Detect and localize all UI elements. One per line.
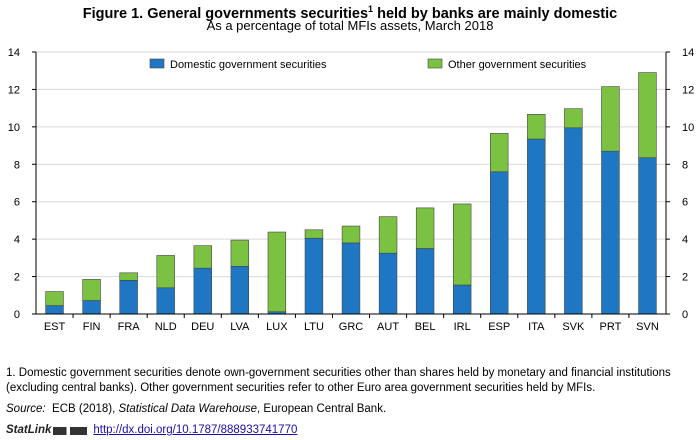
chart-subtitle: As a percentage of total MFIs assets, Ma… [206,18,494,33]
bar-domestic [564,127,583,315]
x-tick-label: DEU [191,321,214,330]
y-tick-label-right: 6 [682,197,688,209]
bar-other [601,86,620,152]
y-tick-label-right: 4 [682,234,688,246]
bar-domestic [601,150,620,315]
bar-domestic [45,305,64,315]
bar-domestic [82,300,101,315]
y-tick-label-right: 14 [682,47,694,59]
y-tick-label-right: 8 [682,159,688,171]
y-tick-label-right: 12 [682,84,694,96]
bar-other [156,255,175,289]
bar-domestic [193,267,212,315]
bar-other [341,225,361,244]
x-tick-label: SVN [636,321,659,330]
axes [32,51,670,318]
bar-other [82,279,101,301]
bar-other [564,108,583,129]
statlink-url-link[interactable]: http://dx.doi.org/10.1787/888933741770 [93,424,298,436]
bar-domestic [490,171,509,315]
legend-label-domestic: Domestic government securities [170,59,327,71]
x-tick-label: FIN [83,321,101,330]
bar-other [304,229,324,239]
y-axis-left-labels: 0 2 4 6 8 10 12 14 [8,47,20,321]
y-tick-label-right: 0 [682,309,688,321]
bar-domestic [304,237,324,315]
bar-other [267,231,287,313]
x-axis-labels: EST FIN FRA NLD DEU LVA LUX LTU GRC AUT BEL IRL ESP I… [44,321,659,330]
bar-other [230,239,250,267]
bar-domestic [119,280,138,315]
bar-domestic [638,157,657,315]
source-line: Source: ECB (2018), Statistical Data War… [6,403,387,415]
x-tick-label: AUT [377,321,399,330]
x-tick-label: LTU [304,321,324,330]
bar-other [415,207,435,249]
statlink: StatLink http://dx.doi.org/10.1787/88893… [6,423,297,438]
legend-swatch-other [427,58,443,69]
bar-domestic [452,284,472,315]
y-tick-label-left: 4 [14,234,20,246]
y-tick-label-right: 2 [682,272,688,284]
y-tick-label-left: 14 [8,47,20,59]
chart-legend: Domestic government securities Other gove… [149,58,587,71]
bar-other [193,245,212,269]
x-tick-label: LUX [266,321,288,330]
y-tick-label-left: 6 [14,197,20,209]
bar-other [45,291,64,306]
x-tick-label: ITA [528,321,545,330]
legend-label-other: Other government securities [448,59,587,71]
x-tick-label: IRL [454,321,471,330]
bar-domestic [378,252,398,315]
x-tick-label: NLD [155,321,177,330]
y-axis-right-labels: 0 2 4 6 8 10 12 14 [682,47,694,321]
chart-title: Figure 1. General governments securities… [82,4,618,22]
bar-other [527,114,546,140]
bar-domestic [415,248,435,315]
x-tick-label: FRA [118,321,141,330]
bar-other [452,203,472,286]
bar-domestic [341,242,361,315]
y-tick-label-left: 10 [8,122,20,134]
bar-domestic [527,138,546,315]
stacked-bar-chart: 0 2 4 6 8 10 12 14 0 2 4 6 8 10 12 14 EST FIN FRA NLD DEU L… [8,47,695,330]
bar-other [490,133,509,173]
statlink-barcode-icon [53,426,88,435]
x-tick-label: LVA [230,321,250,330]
bar-domestic [230,265,250,315]
y-tick-label-right: 10 [682,122,694,134]
bar-other [119,272,138,281]
x-tick-label: SVK [562,321,585,330]
y-tick-label-left: 12 [8,84,20,96]
bar-series [45,72,657,315]
statlink-logo: StatLink [6,424,52,436]
x-tick-label: ESP [488,321,510,330]
bar-domestic [156,287,175,315]
x-tick-label: EST [44,321,66,330]
x-tick-label: PRT [600,321,622,330]
x-tick-label: BEL [415,321,436,330]
bar-other [378,216,398,254]
bar-other [638,72,657,159]
y-tick-label-left: 2 [14,272,20,284]
legend-swatch-domestic [149,58,165,69]
x-tick-label: GRC [339,321,364,330]
footnote: 1. Domestic government securities denote… [6,367,671,394]
y-tick-label-left: 8 [14,159,20,171]
y-tick-label-left: 0 [14,309,20,321]
